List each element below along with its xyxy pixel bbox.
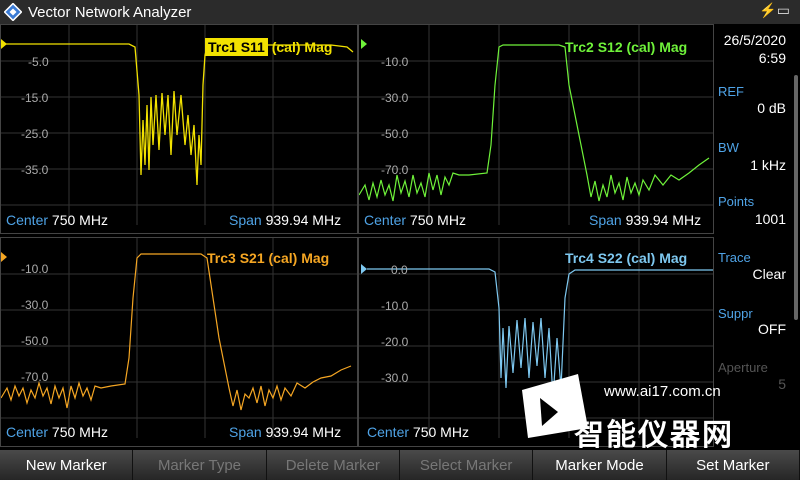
trace-value[interactable]: Clear — [752, 266, 786, 282]
span-freq[interactable]: Span 939.94 MHz — [589, 212, 702, 228]
plot-s11[interactable]: -5.0 -15.0 -25.0 -35.0 Trc1 S11 (cal) Ma… — [0, 24, 358, 234]
y-tick-label: -10.0 — [381, 299, 409, 313]
watermark-logo-icon — [522, 374, 588, 438]
span-freq[interactable]: Span 939.94 MHz — [229, 212, 342, 228]
center-freq[interactable]: Center 750 MHz — [6, 424, 108, 440]
delete-marker-button[interactable]: Delete Marker — [266, 450, 400, 480]
y-tick-label: -25.0 — [21, 127, 49, 141]
y-tick-label: -50.0 — [21, 334, 49, 348]
y-tick-label: -30.0 — [381, 371, 409, 385]
suppr-value[interactable]: OFF — [758, 321, 786, 337]
status-date: 26/5/2020 — [723, 32, 786, 48]
trace-key[interactable]: Trace — [718, 250, 751, 265]
y-tick-label: -35.0 — [21, 163, 49, 177]
set-marker-button[interactable]: Set Marker — [666, 450, 800, 480]
bw-value[interactable]: 1 kHz — [750, 157, 786, 173]
marker-type-button[interactable]: Marker Type — [133, 450, 267, 480]
points-value[interactable]: 1001 — [754, 211, 786, 227]
aperture-key: Aperture — [718, 360, 768, 375]
y-tick-label: 0.0 — [391, 263, 408, 277]
app-logo-icon — [4, 3, 22, 21]
y-tick-label: -30.0 — [381, 91, 409, 105]
trace-label[interactable]: Trc1 S11 (cal) Mag — [205, 38, 332, 56]
center-freq[interactable]: Center 750 MHz — [364, 212, 466, 228]
suppr-key[interactable]: Suppr — [718, 306, 753, 321]
trace-s11-graph — [1, 25, 357, 225]
app-title: Vector Network Analyzer — [28, 3, 192, 21]
select-marker-button[interactable]: Select Marker — [399, 450, 534, 480]
y-tick-label: -10.0 — [381, 55, 409, 69]
center-freq[interactable]: Center 750 MHz — [367, 424, 469, 440]
trace-label[interactable]: Trc2 S12 (cal) Mag — [565, 39, 688, 55]
marker-mode-button[interactable]: Marker Mode — [533, 450, 667, 480]
points-key[interactable]: Points — [718, 194, 755, 209]
title-bar: Vector Network Analyzer ⚡▭ — [0, 0, 800, 24]
y-tick-label: -70.0 — [381, 163, 409, 177]
y-tick-label: -70.0 — [21, 370, 49, 384]
trace-s21-graph — [1, 238, 357, 438]
center-freq[interactable]: Center 750 MHz — [6, 212, 108, 228]
side-scrollbar[interactable] — [794, 75, 798, 320]
y-tick-label: -20.0 — [381, 335, 409, 349]
y-tick-label: -10.0 — [21, 262, 49, 276]
aperture-value: 5 — [778, 376, 786, 392]
y-tick-label: -30.0 — [21, 298, 49, 312]
y-tick-label: -5.0 — [28, 55, 49, 69]
new-marker-button[interactable]: New Marker — [0, 450, 134, 480]
watermark-url: www.ai17.com.cn — [604, 383, 721, 400]
plot-s21[interactable]: -10.0 -30.0 -50.0 -70.0 Trc3 S21 (cal) M… — [0, 237, 358, 447]
battery-charging-icon: ⚡▭ — [759, 2, 790, 18]
y-tick-label: -15.0 — [21, 91, 49, 105]
trace-label[interactable]: Trc4 S22 (cal) Mag — [565, 250, 688, 266]
bw-key[interactable]: BW — [718, 140, 739, 155]
trace-s12-graph — [359, 25, 713, 225]
ref-key[interactable]: REF — [718, 84, 744, 99]
softkey-bar: New Marker Marker Type Delete Marker Sel… — [0, 450, 800, 480]
settings-panel: 26/5/2020 6:59 REF 0 dB BW 1 kHz Points … — [714, 24, 800, 448]
status-time: 6:59 — [758, 50, 786, 66]
ref-value[interactable]: 0 dB — [757, 100, 786, 116]
span-freq[interactable]: Span 939.94 MHz — [229, 424, 342, 440]
watermark-text: 智能仪器网 — [574, 419, 734, 452]
trace-label[interactable]: Trc3 S21 (cal) Mag — [207, 250, 330, 266]
y-tick-label: -50.0 — [381, 127, 409, 141]
plot-s12[interactable]: -10.0 -30.0 -50.0 -70.0 Trc2 S12 (cal) M… — [358, 24, 714, 234]
